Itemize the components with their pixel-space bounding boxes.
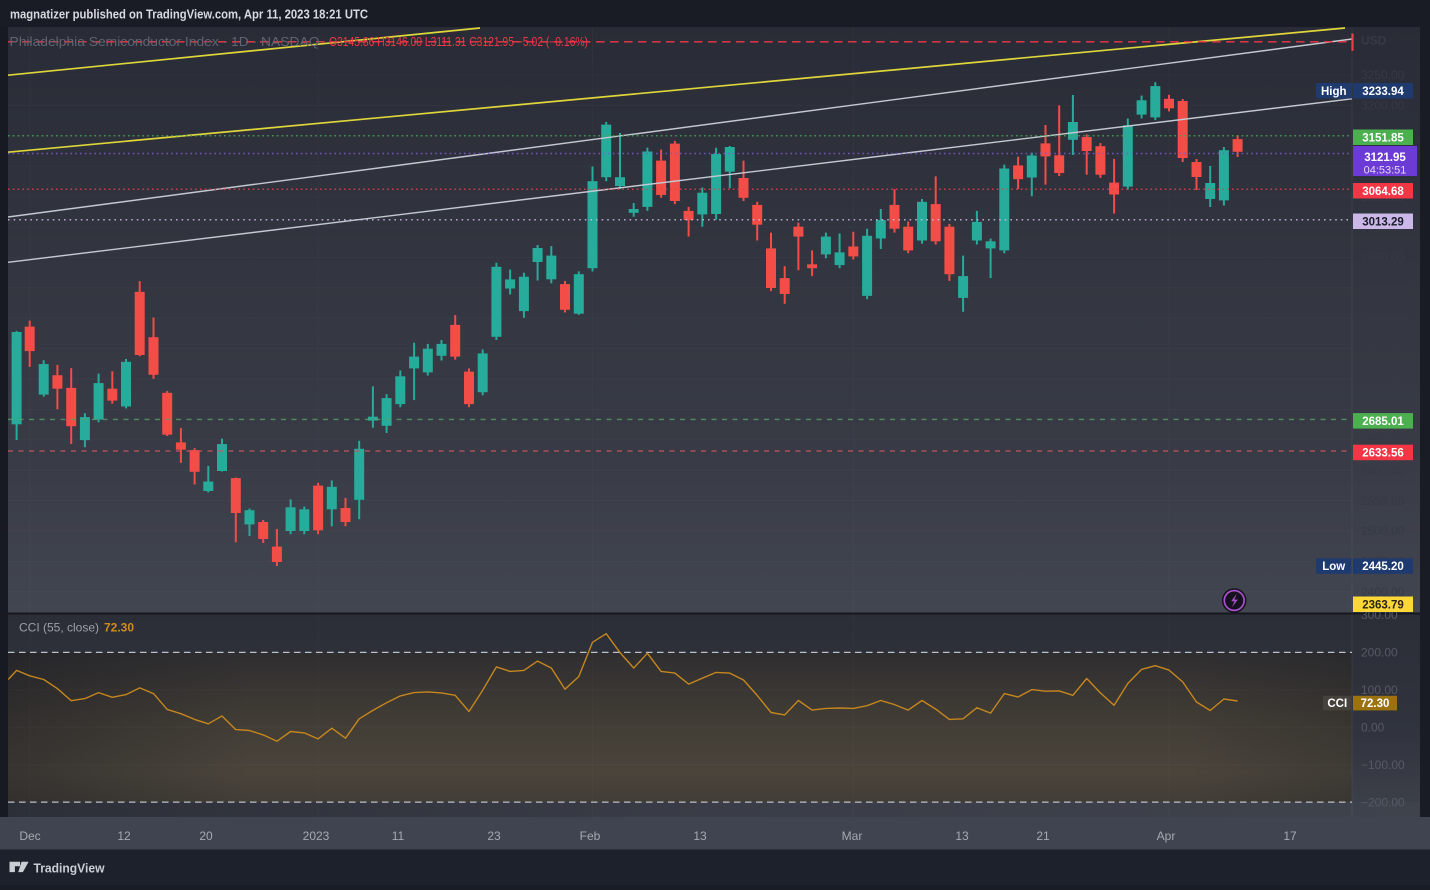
svg-text:2550.00: 2550.00 [1361,494,1405,508]
svg-text:Low: Low [1322,561,1345,573]
svg-text:13: 13 [693,829,707,843]
svg-text:Philadelphia Semiconductor Ind: Philadelphia Semiconductor Index · 1D · … [10,35,320,49]
svg-text:3151.85: 3151.85 [1362,132,1404,144]
svg-text:2600.00: 2600.00 [1361,463,1405,477]
svg-text:100.00: 100.00 [1361,683,1398,697]
svg-text:3200.00: 3200.00 [1361,99,1405,113]
svg-text:2363.79: 2363.79 [1362,599,1404,611]
svg-text:2650.00: 2650.00 [1361,433,1405,447]
svg-text:Mar: Mar [842,829,863,843]
svg-text:21: 21 [1036,829,1050,843]
svg-text:12: 12 [117,829,131,843]
svg-text:Feb: Feb [580,829,601,843]
svg-text:−200.00: −200.00 [1361,795,1405,809]
svg-text:23: 23 [487,829,501,843]
svg-text:O3145.86 H3146.00 L3111.31 C31: O3145.86 H3146.00 L3111.31 C3121.95 −5.0… [329,35,588,49]
svg-text:High: High [1321,86,1347,98]
svg-text:2750.00: 2750.00 [1361,372,1405,386]
svg-text:Dec: Dec [19,829,40,843]
svg-text:13: 13 [955,829,969,843]
svg-text:3064.68: 3064.68 [1362,186,1404,198]
svg-text:2400.00: 2400.00 [1361,585,1405,599]
svg-text:04:53:51: 04:53:51 [1364,165,1407,177]
svg-text:TradingView: TradingView [34,861,106,876]
svg-text:17: 17 [1283,829,1297,843]
svg-text:3121.95: 3121.95 [1364,152,1406,164]
svg-text:2850.00: 2850.00 [1361,311,1405,325]
svg-text:20: 20 [199,829,213,843]
svg-text:−100.00: −100.00 [1361,758,1405,772]
svg-text:3013.29: 3013.29 [1362,216,1404,228]
svg-text:2023: 2023 [303,829,330,843]
svg-text:72.30: 72.30 [1361,698,1390,710]
svg-text:CCI: CCI [1327,698,1347,710]
svg-text:3233.94: 3233.94 [1362,86,1404,98]
svg-text:3250.00: 3250.00 [1361,68,1405,82]
svg-text:2900.00: 2900.00 [1361,281,1405,295]
svg-text:2800.00: 2800.00 [1361,342,1405,356]
svg-text:11: 11 [392,829,405,843]
svg-text:CCI (55, close): CCI (55, close) [19,621,99,635]
svg-text:magnatizer published on Tradin: magnatizer published on TradingView.com,… [10,7,369,22]
svg-text:2633.56: 2633.56 [1362,447,1404,459]
svg-text:2500.00: 2500.00 [1361,524,1405,538]
svg-text:2950.00: 2950.00 [1361,251,1405,265]
svg-text:Apr: Apr [1157,829,1176,843]
svg-text:2445.20: 2445.20 [1362,561,1404,573]
svg-text:2685.01: 2685.01 [1362,416,1404,428]
svg-text:USD: USD [1361,34,1387,48]
svg-text:200.00: 200.00 [1361,646,1398,660]
svg-text:72.30: 72.30 [104,621,134,635]
svg-text:0.00: 0.00 [1361,721,1385,735]
